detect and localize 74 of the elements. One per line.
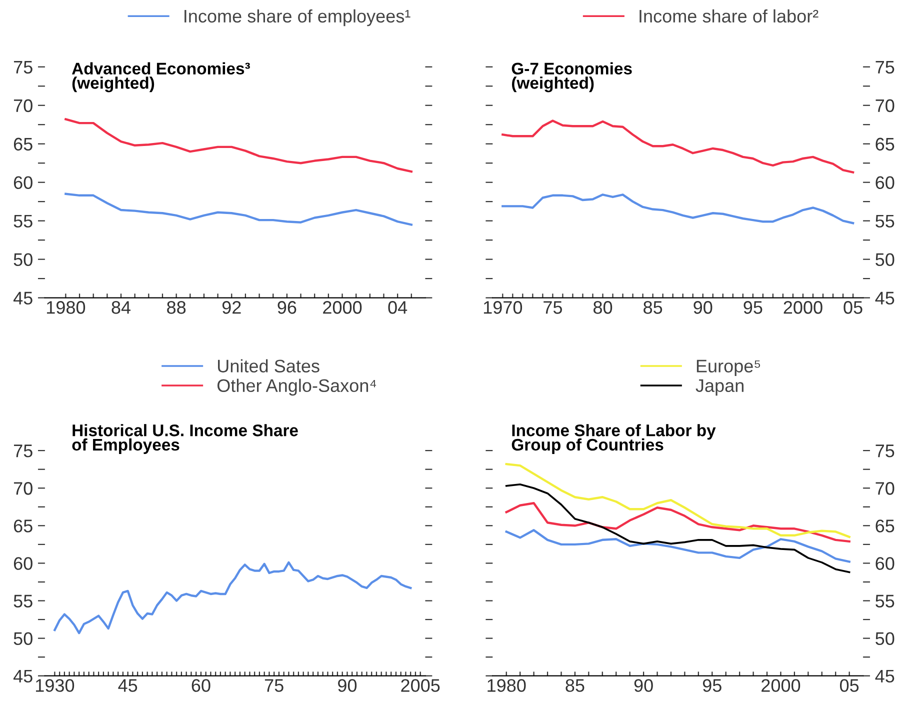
x-tick-label: 92 — [222, 301, 241, 314]
y-tick-label: 50 — [876, 632, 894, 646]
x-tick-label: 05 — [840, 679, 859, 692]
x-tick-label: 60 — [192, 679, 210, 692]
line-series — [502, 120, 854, 174]
y-tick-label: 60 — [876, 176, 894, 190]
y-tick-label: 70 — [876, 482, 894, 495]
x-tick-label: 95 — [744, 301, 762, 314]
x-tick-label: 1980 — [46, 301, 86, 314]
x-tick-label: 80 — [594, 301, 612, 314]
y-tick-label: 65 — [876, 138, 894, 151]
x-tick-label: 2000 — [323, 301, 362, 314]
y-tick-label: 60 — [14, 557, 32, 570]
x-tick-label: 88 — [167, 301, 186, 314]
y-tick-label: 50 — [14, 253, 32, 266]
y-tick-label: 60 — [876, 557, 894, 570]
line-series — [54, 561, 412, 634]
y-tick-label: 75 — [876, 61, 894, 74]
legend-label: Income share of labor² — [640, 9, 818, 23]
y-tick-label: 45 — [13, 292, 32, 305]
x-tick-label: 1930 — [36, 679, 74, 692]
x-tick-label: 05 — [844, 301, 862, 314]
chart-title: Income Share of Labor by Group of Countries — [512, 424, 716, 454]
chart-title: Historical U.S. Income Share of Employees — [72, 424, 298, 454]
y-tick-label: 45 — [875, 292, 894, 305]
line-series — [505, 483, 850, 574]
x-tick-label: 1980 — [488, 679, 526, 692]
y-tick-label: 70 — [14, 482, 32, 495]
line-series — [64, 118, 413, 173]
x-tick-label: 04 — [388, 301, 408, 314]
y-tick-label: 50 — [876, 253, 894, 266]
y-tick-label: 50 — [14, 632, 32, 646]
line-series — [505, 529, 850, 563]
y-tick-label: 55 — [876, 594, 894, 608]
y-tick-label: 65 — [876, 520, 894, 532]
y-tick-label: 55 — [14, 214, 32, 228]
x-tick-label: 90 — [694, 301, 712, 314]
x-tick-label: 85 — [566, 679, 584, 692]
chart-title: G-7 Economies (weighted) — [512, 62, 632, 92]
y-tick-label: 75 — [14, 61, 32, 74]
y-tick-label: 65 — [14, 138, 32, 151]
x-tick-label: 75 — [544, 301, 562, 314]
y-tick-label: 60 — [14, 176, 32, 190]
x-tick-label: 95 — [702, 679, 722, 692]
y-tick-label: 55 — [876, 214, 894, 228]
legend-label: Other Anglo-Saxon⁴ — [217, 378, 376, 396]
legend-label: Income share of employees¹ — [184, 9, 410, 26]
x-tick-label: 96 — [278, 301, 296, 314]
line-series — [505, 502, 850, 543]
y-tick-label: 45 — [13, 670, 32, 683]
y-tick-label: 55 — [14, 594, 32, 608]
y-tick-label: 75 — [876, 444, 894, 458]
x-tick-label: 84 — [112, 301, 131, 314]
legend-label: United Sates — [218, 359, 320, 372]
y-tick-label: 70 — [14, 99, 32, 112]
line-series — [502, 194, 854, 224]
x-tick-label: 85 — [644, 301, 662, 314]
y-tick-label: 75 — [14, 444, 32, 458]
chart-title: Advanced Economies³ (weighted) — [72, 62, 250, 92]
legend-label: Japan — [696, 379, 744, 396]
x-tick-label: 2000 — [784, 301, 822, 314]
x-tick-label: 2000 — [762, 679, 800, 692]
y-tick-label: 45 — [875, 670, 894, 683]
line-series — [505, 462, 850, 538]
x-tick-label: 75 — [264, 679, 284, 692]
x-tick-label: 2005 — [401, 679, 440, 692]
x-tick-label: 1970 — [484, 301, 522, 314]
x-tick-label: 90 — [634, 679, 653, 692]
x-tick-label: 90 — [338, 679, 357, 692]
legend-label: Europe⁵ — [696, 360, 760, 376]
y-tick-label: 65 — [14, 520, 32, 532]
y-tick-label: 70 — [876, 99, 894, 112]
line-series — [64, 192, 413, 226]
x-tick-label: 45 — [118, 679, 138, 692]
